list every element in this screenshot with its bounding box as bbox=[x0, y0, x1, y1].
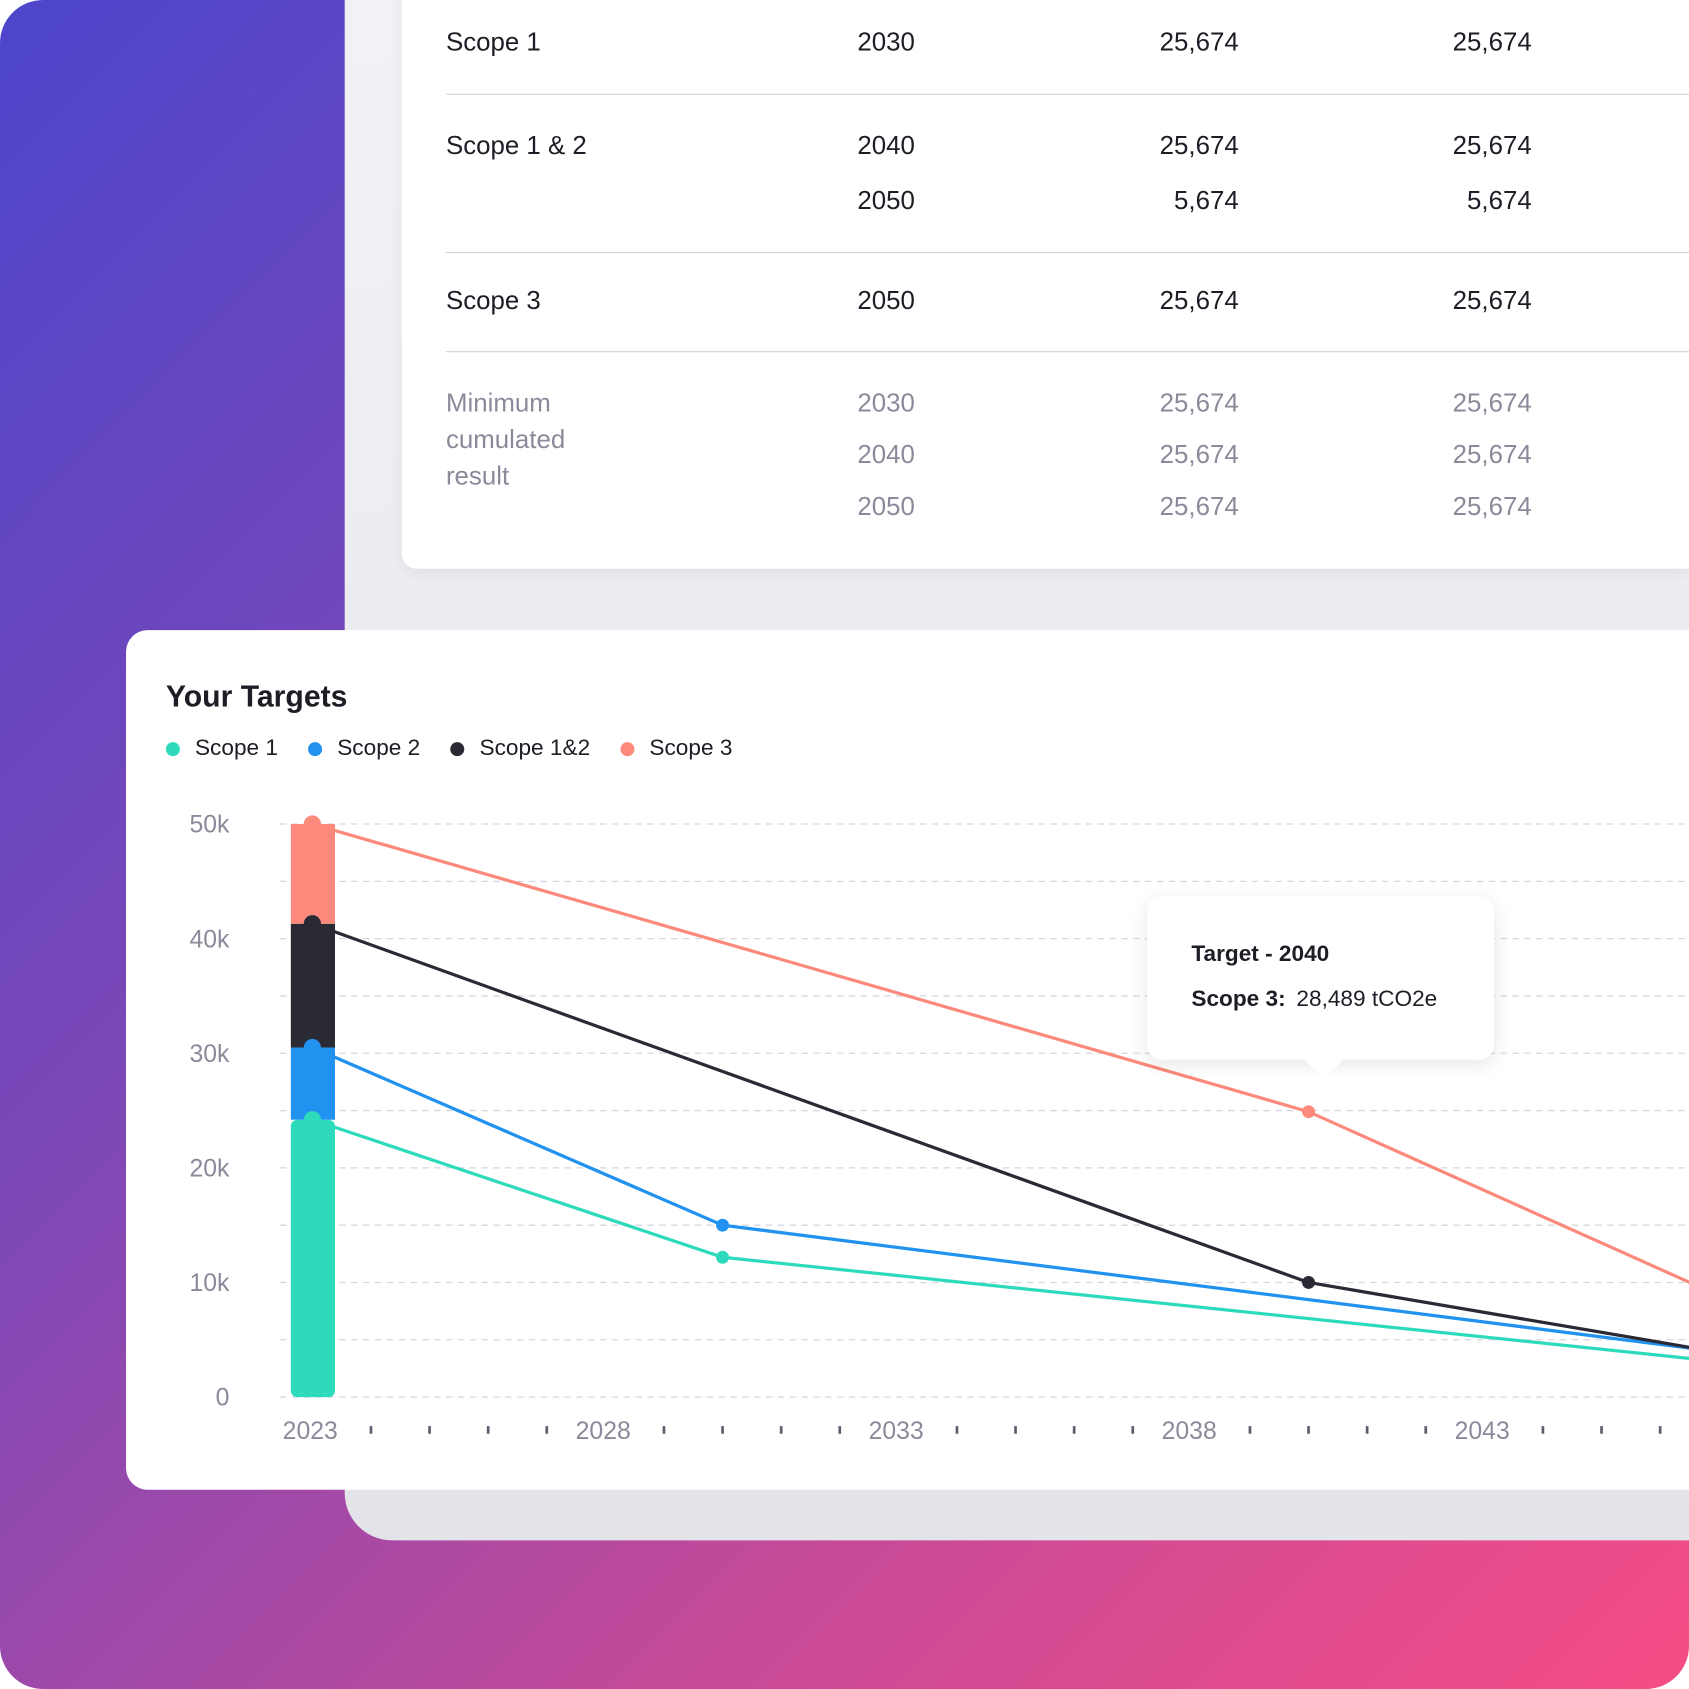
line-chart: 0 10k 20k 30k 40k 50k 2023 2028 2033 2038 2043 bbox=[189, 812, 1689, 1445]
y-tick-label: 50k bbox=[189, 812, 230, 839]
y-tick-label: 20k bbox=[189, 1155, 230, 1182]
row-year: 2030 bbox=[857, 28, 915, 58]
minimum-label: result bbox=[445, 462, 510, 492]
row-value: 25,674 bbox=[1452, 440, 1532, 470]
targets-table-card: Scope 1 2030 25,674 25,674 Scope 1 & 2 2… bbox=[401, 0, 1689, 569]
x-tick-label: 2028 bbox=[576, 1418, 631, 1445]
minimum-label: Minimum bbox=[445, 388, 551, 418]
x-tick-label: 2033 bbox=[869, 1418, 924, 1445]
data-point bbox=[303, 1111, 321, 1129]
row-year: 2030 bbox=[857, 388, 915, 418]
row-year: 2040 bbox=[857, 440, 915, 470]
row-year: 2050 bbox=[857, 286, 915, 316]
legend-label: Scope 2 bbox=[337, 735, 421, 761]
row-label: Scope 1 & 2 bbox=[445, 131, 587, 161]
legend-item-scope-1-2[interactable]: Scope 1&2 bbox=[450, 736, 590, 762]
targets-chart-card: Your Targets Scope 1 Scope 2 Scope 1&2 S… bbox=[126, 630, 1689, 1490]
legend-item-scope-1[interactable]: Scope 1 bbox=[165, 735, 278, 762]
row-value: 25,674 bbox=[1452, 492, 1532, 522]
row-value: 25,674 bbox=[1159, 286, 1239, 316]
row-label: Scope 1 bbox=[445, 28, 541, 58]
stacked-bar-segment bbox=[290, 1119, 335, 1398]
y-tick-label: 10k bbox=[189, 1270, 230, 1297]
legend-label: Scope 1 bbox=[194, 735, 278, 761]
legend-dot bbox=[620, 741, 635, 756]
tooltip-value: 28,489 tCO2e bbox=[1296, 986, 1438, 1012]
x-tick-label: 2023 bbox=[283, 1418, 338, 1445]
chart-legend: Scope 1 Scope 2 Scope 1&2 Scope 3 bbox=[165, 735, 732, 762]
tooltip-value-row: Scope 3: 28,489 tCO2e bbox=[1191, 987, 1437, 1013]
legend-dot bbox=[450, 741, 465, 756]
row-value: 5,674 bbox=[1467, 186, 1532, 216]
y-tick-label: 40k bbox=[189, 926, 230, 953]
row-value: 25,674 bbox=[1159, 131, 1239, 161]
data-point bbox=[303, 1038, 321, 1057]
row-value: 25,674 bbox=[1452, 286, 1532, 316]
divider bbox=[445, 93, 1689, 95]
data-point bbox=[716, 1218, 730, 1232]
stacked-bar-segment bbox=[290, 1047, 335, 1120]
row-value: 25,674 bbox=[1159, 388, 1239, 418]
row-value: 25,674 bbox=[1452, 28, 1532, 58]
row-value: 25,674 bbox=[1452, 388, 1532, 418]
legend-dot bbox=[308, 741, 323, 756]
row-value: 5,674 bbox=[1174, 186, 1239, 216]
stacked-bar-segment bbox=[290, 923, 335, 1048]
row-value: 25,674 bbox=[1159, 492, 1239, 522]
stacked-bar-segment bbox=[290, 824, 335, 924]
data-point bbox=[1302, 1276, 1316, 1289]
minimum-label: cumulated bbox=[445, 425, 566, 455]
y-tick-label: 0 bbox=[216, 1385, 230, 1412]
series-line bbox=[311, 1118, 1689, 1361]
data-point bbox=[303, 915, 321, 933]
chart-title: Your Targets bbox=[165, 679, 348, 714]
y-tick-label: 30k bbox=[189, 1041, 230, 1068]
row-value: 25,674 bbox=[1159, 440, 1239, 470]
legend-item-scope-3[interactable]: Scope 3 bbox=[620, 736, 732, 762]
data-point bbox=[716, 1250, 730, 1264]
x-tick-label: 2038 bbox=[1162, 1418, 1217, 1445]
tooltip-title: Target - 2040 bbox=[1191, 941, 1330, 967]
tooltip-label: Scope 3: bbox=[1191, 986, 1286, 1012]
row-year: 2040 bbox=[857, 131, 915, 161]
legend-label: Scope 3 bbox=[649, 735, 733, 761]
legend-dot bbox=[165, 741, 180, 756]
row-value: 25,674 bbox=[1452, 131, 1532, 161]
divider bbox=[445, 252, 1689, 254]
row-label: Scope 3 bbox=[445, 286, 541, 316]
row-year: 2050 bbox=[857, 492, 915, 522]
legend-item-scope-2[interactable]: Scope 2 bbox=[308, 736, 420, 762]
row-year: 2050 bbox=[857, 186, 915, 216]
row-value: 25,674 bbox=[1159, 28, 1239, 58]
legend-label: Scope 1&2 bbox=[479, 735, 591, 761]
series-line bbox=[311, 1046, 1689, 1350]
data-point bbox=[1302, 1105, 1316, 1119]
chart-tooltip: Target - 2040 Scope 3: 28,489 tCO2e bbox=[1147, 896, 1495, 1080]
divider bbox=[445, 351, 1689, 353]
data-point bbox=[303, 815, 321, 833]
x-tick-label: 2043 bbox=[1455, 1418, 1510, 1445]
